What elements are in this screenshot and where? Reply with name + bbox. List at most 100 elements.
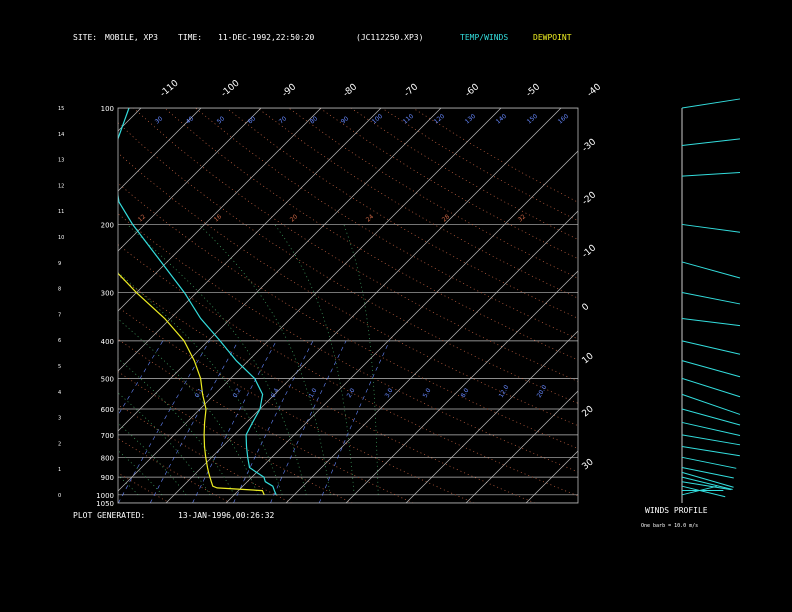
mixing-ratio-label: 8.0 [460,387,471,399]
isotherm-line [0,108,81,503]
mixing-ratio-label: 12.0 [498,384,511,399]
wind-barb [681,481,732,491]
mixing-ratio-line [318,340,390,503]
right-temp-label: 10 [581,351,596,366]
isotherm-line [118,108,322,312]
mixing-ratio-line [0,341,29,503]
mixing-ratio-label: 5.0 [422,387,433,399]
mixing-ratio-line [149,340,239,503]
pressure-tick-label: 800 [101,454,114,462]
mixing-ratio-line [118,340,210,503]
height-tick-label: 6 [58,338,61,344]
axis-labels: 1050100090080070060050040030020010001234… [58,78,603,508]
dry-adiabat [0,108,48,503]
theta-label: 90 [340,115,350,125]
height-tick-label: 4 [58,390,61,396]
wind-barb [681,467,734,479]
height-tick-label: 2 [58,441,61,447]
isotherm-line [118,108,382,372]
mixing-ratio-label: 2.0 [346,387,357,399]
height-tick-label: 10 [58,235,64,241]
legend-dewpoint: DEWPOINT [533,33,572,42]
isobar-lines [118,108,578,503]
theta-label: 60 [247,115,257,125]
dewpoint-profile [118,272,265,496]
mixing-ratio-label: 20.0 [536,384,549,399]
isotherm-line [118,108,442,432]
wind-barb [681,340,741,355]
wind-barb [681,223,741,233]
mixing-ratio-label: 3.0 [384,387,395,399]
generated-label: PLOT GENERATED: [73,511,146,520]
isotherm-line [118,108,202,192]
height-tick-label: 12 [58,183,64,189]
right-temp-label: -30 [581,137,599,154]
wind-barb [681,292,741,305]
wind-barb [681,393,741,415]
dry-adiabat [226,108,578,319]
mixing-ratio-label: 0.1 [194,387,205,399]
height-tick-label: 15 [58,106,64,112]
wind-barb [681,476,733,490]
isotherm-line [345,270,578,503]
isotherm-line [405,330,578,503]
site-value: MOBILE, XP3 [105,33,158,42]
isotherm-line [0,108,21,503]
dry-adiabat [118,275,536,503]
dry-adiabat [350,108,578,240]
wind-barb [681,408,741,426]
theta-label: 130 [464,113,477,126]
height-tick-label: 3 [58,416,61,422]
right-temp-label: 20 [581,404,596,419]
mixing-ratio-lines [0,340,390,503]
pressure-tick-label: 200 [101,221,114,229]
wind-barb [681,360,741,378]
pressure-tick-label: 300 [101,290,114,298]
moist-adiabat [343,224,379,495]
height-tick-label: 5 [58,364,61,370]
legend-temp-winds: TEMP/WINDS [460,33,509,42]
mixing-ratio-line [0,341,66,503]
dry-adiabat [288,108,578,279]
dry-adiabat [118,371,353,503]
mixing-ratio-label: 1.0 [308,387,319,399]
moist-adiabat [118,450,163,496]
wind-barb [681,317,741,327]
height-tick-label: 9 [58,261,61,267]
top-temp-label: -60 [464,82,482,99]
file-value: (JC112250.XP3) [356,33,424,42]
moist-adiabat-label: 12 [137,213,147,223]
theta-label: 110 [402,113,415,126]
theta-label: 160 [557,113,570,126]
moist-adiabat [126,224,307,495]
moist-adiabat-label: 24 [365,213,375,223]
height-tick-label: 14 [58,132,64,138]
generated-value: 13-JAN-1996,00:26:32 [178,511,275,520]
winds-profile-title: WINDS PROFILE [645,506,708,515]
theta-label: 70 [278,115,288,125]
theta-label: 30 [154,115,164,125]
top-temp-label: -80 [342,82,360,99]
mixing-ratio-line [192,340,277,503]
mixing-ratio-label: 0.4 [270,387,281,399]
top-temp-label: -90 [281,82,299,99]
isotherm-line [118,108,262,252]
pressure-tick-label: 1000 [96,492,114,500]
site-label: SITE: [73,33,98,42]
moist-adiabat-label: 16 [213,213,223,223]
theta-label: 100 [371,113,384,126]
top-temp-label: -50 [525,82,543,99]
wind-barb [681,456,737,469]
moist-adiabat [198,224,331,495]
isotherm-line [118,108,142,132]
wind-barb [681,471,734,488]
isotherm-lines [0,108,578,503]
pressure-tick-label: 100 [101,105,114,113]
dry-adiabat [118,438,231,503]
height-tick-label: 11 [58,209,64,215]
right-temp-label: 30 [581,457,596,472]
height-tick-label: 0 [58,493,61,499]
sounding-profiles [118,108,277,496]
dry-adiabat [118,122,578,404]
